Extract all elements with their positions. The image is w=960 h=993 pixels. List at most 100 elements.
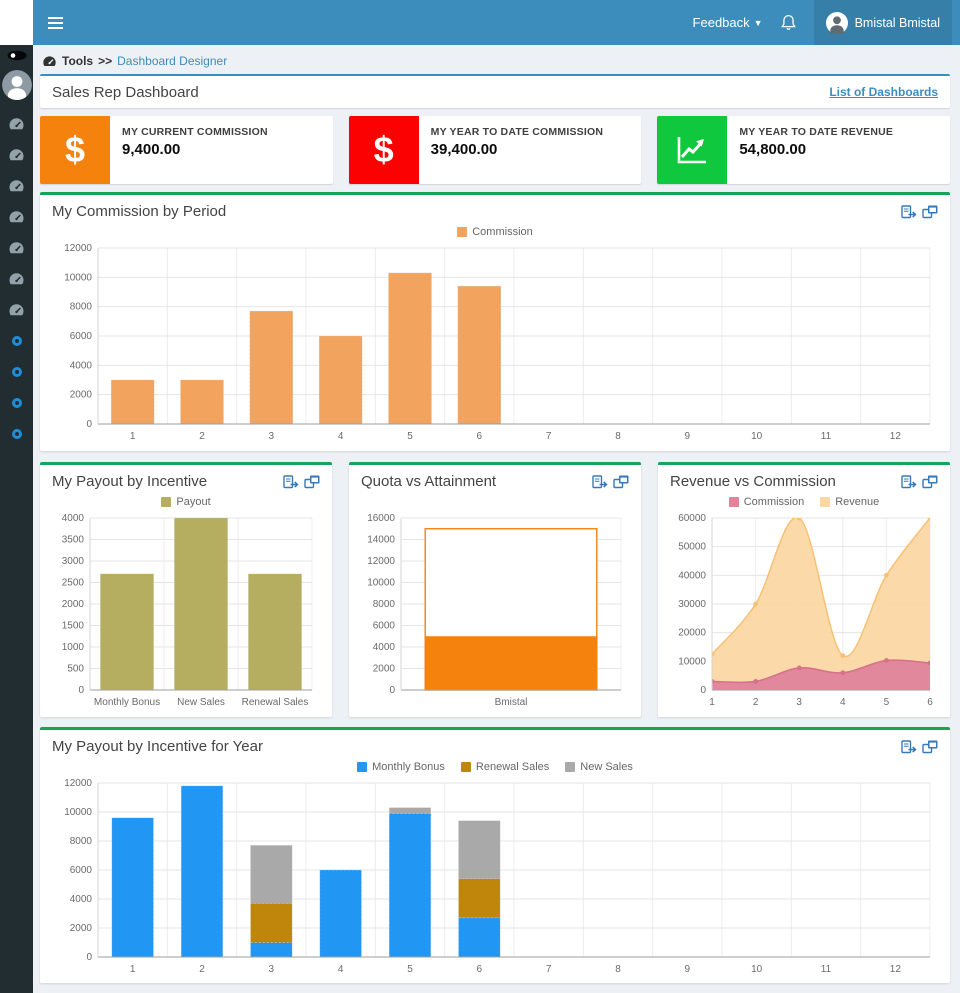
svg-text:10000: 10000	[64, 807, 92, 818]
sidebar-item-circle-1[interactable]	[0, 325, 33, 356]
copy-button[interactable]	[922, 740, 938, 754]
sidebar-item-dashboard-2[interactable]	[0, 139, 33, 170]
svg-text:New Sales: New Sales	[177, 697, 225, 708]
sidebar-logo-area	[0, 0, 33, 45]
dollar-icon: $	[40, 116, 110, 184]
user-menu[interactable]: Bmistal Bmistal	[813, 0, 952, 45]
svg-text:Monthly Bonus: Monthly Bonus	[94, 697, 160, 708]
svg-text:6000: 6000	[70, 331, 93, 342]
tachometer-icon	[9, 180, 24, 192]
svg-text:6: 6	[927, 697, 933, 708]
tachometer-icon	[9, 118, 24, 130]
export-button[interactable]	[901, 204, 917, 219]
sidebar-item-circle-2[interactable]	[0, 356, 33, 387]
copy-button[interactable]	[304, 475, 320, 489]
sidebar-item-dashboard-6[interactable]	[0, 263, 33, 294]
sidebar-user-avatar[interactable]	[1, 70, 32, 100]
sidebar-item-dashboard-3[interactable]	[0, 170, 33, 201]
svg-text:6000: 6000	[70, 865, 93, 876]
svg-text:0: 0	[389, 685, 395, 696]
kpi-label: MY YEAR TO DATE REVENUE	[739, 126, 894, 138]
visibility-toggle-icon[interactable]	[6, 48, 28, 66]
svg-text:9: 9	[685, 964, 691, 975]
svg-text:10000: 10000	[367, 578, 395, 589]
svg-text:1: 1	[130, 964, 136, 975]
feedback-dropdown[interactable]: Feedback ▼	[693, 15, 763, 30]
svg-text:7: 7	[546, 431, 552, 442]
svg-text:1: 1	[130, 431, 136, 442]
copy-button[interactable]	[922, 475, 938, 489]
svg-text:9: 9	[685, 431, 691, 442]
revenue-vs-commission-chart: 0 10000 20000 30000 40000 50000 60000 1 2 3 4 5 6	[658, 510, 950, 715]
chart-legend: Commission Revenue	[658, 494, 950, 510]
svg-text:8000: 8000	[373, 599, 396, 610]
sidebar-item-circle-3[interactable]	[0, 387, 33, 418]
svg-text:2: 2	[199, 431, 205, 442]
sidebar-item-dashboard-1[interactable]	[0, 108, 33, 139]
kpi-label: MY CURRENT COMMISSION	[122, 126, 268, 138]
panel-revenue-vs-commission: Revenue vs Commission Commission Revenue …	[658, 462, 950, 717]
tachometer-icon	[9, 273, 24, 285]
breadcrumb-dashboard-designer-link[interactable]: Dashboard Designer	[117, 54, 228, 68]
panel-commission-by-period: My Commission by Period Commission 0 2000…	[40, 192, 950, 451]
chart-legend: Payout	[40, 494, 332, 510]
svg-text:3: 3	[269, 964, 275, 975]
svg-text:500: 500	[67, 664, 84, 675]
svg-text:8000: 8000	[70, 836, 93, 847]
export-button[interactable]	[901, 739, 917, 754]
sidebar-item-dashboard-7[interactable]	[0, 294, 33, 325]
svg-text:8: 8	[615, 964, 621, 975]
panel-title: Quota vs Attainment	[361, 473, 497, 490]
payout-by-incentive-chart: 0 500 1000 1500 2000 2500 3000 3500 4000 Monthly …	[40, 510, 332, 715]
export-button[interactable]	[901, 474, 917, 489]
avatar	[825, 11, 848, 34]
tachometer-icon	[9, 211, 24, 223]
svg-text:20000: 20000	[678, 628, 706, 639]
svg-text:5: 5	[407, 431, 413, 442]
copy-button[interactable]	[613, 475, 629, 489]
chevron-down-icon: ▼	[753, 17, 763, 28]
svg-text:2500: 2500	[62, 578, 85, 589]
breadcrumb: Tools >> Dashboard Designer	[42, 54, 950, 68]
notifications-bell-icon[interactable]	[780, 14, 796, 31]
list-of-dashboards-link[interactable]: List of Dashboards	[829, 85, 938, 99]
svg-text:6: 6	[477, 964, 483, 975]
export-button[interactable]	[283, 474, 299, 489]
svg-text:4000: 4000	[62, 513, 85, 524]
chart-legend	[349, 494, 641, 510]
svg-text:4: 4	[338, 431, 344, 442]
svg-text:11: 11	[821, 431, 832, 442]
svg-text:50000: 50000	[678, 542, 706, 553]
svg-text:4000: 4000	[373, 642, 396, 653]
kpi-value: 9,400.00	[122, 141, 181, 158]
main-content: Tools >> Dashboard Designer Sales Rep Da…	[33, 45, 960, 993]
svg-text:4: 4	[840, 697, 846, 708]
ring-icon	[11, 428, 22, 439]
svg-text:1000: 1000	[62, 642, 85, 653]
tachometer-icon	[9, 242, 24, 254]
svg-text:12000: 12000	[64, 778, 92, 789]
breadcrumb-tools: Tools	[62, 54, 94, 68]
svg-text:0: 0	[78, 685, 84, 696]
sidebar-item-circle-4[interactable]	[0, 418, 33, 449]
svg-text:16000: 16000	[367, 513, 395, 524]
breadcrumb-separator: >>	[98, 54, 113, 68]
copy-button[interactable]	[922, 205, 938, 219]
chart-line-icon	[657, 116, 728, 184]
panel-title: My Payout by Incentive for Year	[52, 738, 263, 755]
svg-text:4000: 4000	[70, 360, 93, 371]
payout-by-incentive-year-chart: 0 2000 4000 6000 8000 10000 12000 1 2 3 4 5 6 7 8 9 10 11…	[40, 775, 950, 982]
svg-text:1500: 1500	[62, 621, 85, 632]
svg-text:2000: 2000	[62, 599, 85, 610]
export-button[interactable]	[592, 474, 608, 489]
panel-title: My Payout by Incentive	[52, 473, 208, 490]
sidebar-item-dashboard-4[interactable]	[0, 201, 33, 232]
svg-text:4000: 4000	[70, 894, 93, 905]
chart-legend: Monthly Bonus Renewal Sales New Sales	[40, 759, 950, 775]
sidebar-item-dashboard-5[interactable]	[0, 232, 33, 263]
svg-text:Bmistal: Bmistal	[495, 697, 528, 708]
hamburger-menu-icon[interactable]	[33, 0, 77, 45]
tachometer-icon	[9, 149, 24, 161]
svg-text:6: 6	[477, 431, 483, 442]
svg-text:Renewal Sales: Renewal Sales	[242, 697, 309, 708]
